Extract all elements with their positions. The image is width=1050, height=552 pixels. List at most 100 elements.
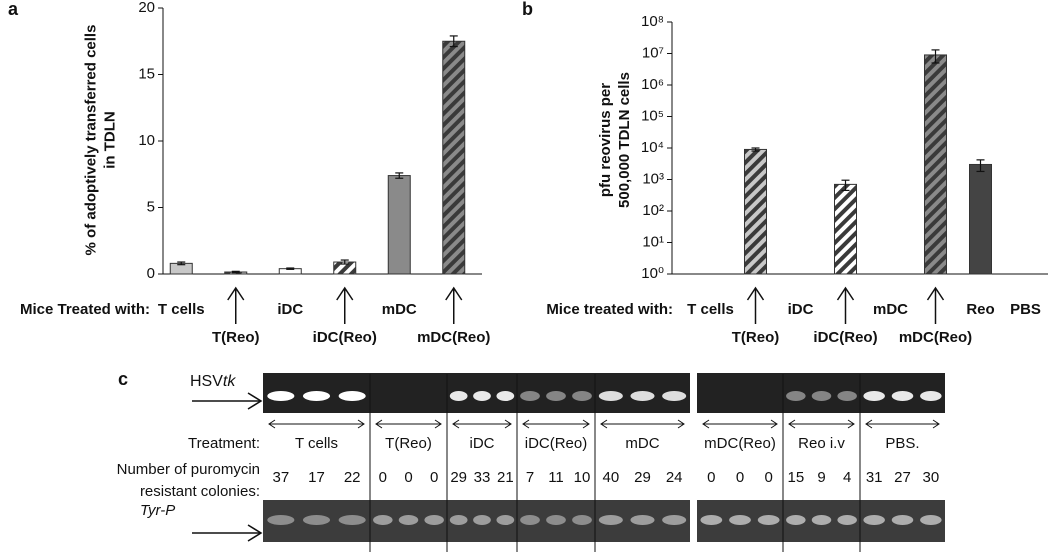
y-tick-label: 20	[138, 0, 155, 16]
gel-band	[496, 515, 515, 525]
gel-band	[267, 391, 295, 401]
gel-band	[863, 391, 885, 401]
error-bar	[177, 261, 186, 266]
y-tick-label: 5	[147, 198, 155, 215]
colony-count: 15	[787, 469, 804, 486]
treatment-name: PBS.	[885, 435, 919, 452]
treatment-span-head	[268, 419, 276, 429]
x-tick-label: PBS	[1010, 301, 1041, 318]
error-bar	[976, 159, 985, 173]
treatment-name: mDC	[625, 435, 659, 452]
colony-count: 22	[344, 469, 361, 486]
gel-band	[863, 515, 885, 525]
marker-arrows	[192, 392, 263, 542]
colony-count: 31	[866, 469, 883, 486]
x-tick-label: iDC	[277, 301, 303, 318]
gel-band	[811, 515, 832, 525]
category-arrow-head	[445, 286, 463, 301]
colony-count: 11	[548, 469, 564, 486]
error-bar	[231, 270, 240, 274]
gel-band	[546, 515, 566, 525]
treatment-span-head	[504, 419, 512, 429]
bar	[387, 175, 411, 275]
gel-band	[302, 515, 331, 525]
panel-letter: b	[522, 0, 533, 19]
y-tick-label: 0	[147, 265, 155, 282]
colony-count: 0	[430, 469, 438, 486]
treatment-span-head	[582, 419, 590, 429]
marker-label: HSVtk	[190, 373, 236, 390]
gel-band	[267, 515, 295, 525]
gel-band	[449, 391, 468, 401]
bar	[744, 148, 767, 275]
gel-band	[572, 391, 592, 401]
gel-band	[473, 515, 491, 525]
x-tick-label: mDC	[382, 301, 417, 318]
y-tick-label: 10⁴	[641, 139, 664, 156]
gel-band	[920, 391, 942, 401]
x-tick-label: Reo	[966, 301, 994, 318]
treatment-span-head	[677, 419, 685, 429]
error-bar	[931, 49, 940, 64]
gel-band	[373, 515, 393, 525]
panel-letter: c	[118, 369, 128, 389]
error-bar	[395, 172, 404, 179]
gel-band	[496, 391, 515, 401]
gel-band	[338, 391, 366, 401]
treatment-name: T cells	[295, 435, 338, 452]
error-bar	[751, 147, 760, 152]
colony-count: 29	[450, 469, 467, 486]
colony-count: 29	[634, 469, 651, 486]
treatment-label: Treatment:	[188, 435, 260, 452]
colony-count: 30	[922, 469, 939, 486]
colony-count: 0	[404, 469, 412, 486]
gel-band	[662, 515, 687, 525]
x-tick-label: T(Reo)	[212, 329, 260, 346]
colony-count: 21	[497, 469, 514, 486]
treatment-span-head	[434, 419, 442, 429]
x-tick-label: iDC	[788, 301, 814, 318]
category-arrow-head	[336, 286, 354, 301]
bar	[442, 40, 466, 275]
error-bar	[340, 259, 349, 265]
category-prefix: Mice Treated with:	[20, 301, 150, 318]
colony-count: 7	[526, 469, 534, 486]
colony-count: 0	[707, 469, 715, 486]
treatment-span-head	[847, 419, 855, 429]
gel-band	[729, 515, 751, 525]
gel-band	[757, 515, 780, 525]
category-prefix: Mice treated with:	[546, 301, 673, 318]
y-axis-label: % of adoptively transferred cells in TDL…	[82, 24, 119, 256]
treatment-name: Reo i.v	[798, 435, 845, 452]
colony-count: 33	[474, 469, 491, 486]
colonies-label: resistant colonies:	[140, 483, 260, 500]
x-tick-label: T(Reo)	[732, 329, 780, 346]
gel-band	[837, 515, 857, 525]
x-tick-label: T cells	[687, 301, 734, 318]
treatment-span-head	[865, 419, 873, 429]
gel-band	[572, 515, 592, 525]
treatment-name: iDC	[470, 435, 495, 452]
colony-count: 10	[574, 469, 591, 486]
treatment-span-head	[770, 419, 778, 429]
treatment-span-head	[932, 419, 940, 429]
y-tick-label: 10⁶	[641, 76, 664, 93]
treatment-span-head	[702, 419, 710, 429]
gel-band	[338, 515, 366, 525]
gel-band	[891, 515, 914, 525]
panel-letter: a	[8, 0, 19, 19]
gel-band	[546, 391, 566, 401]
x-tick-label: iDC(Reo)	[813, 329, 877, 346]
treatment-span-head	[522, 419, 530, 429]
gel-band	[786, 515, 806, 525]
gel-band	[630, 391, 655, 401]
colony-count: 0	[764, 469, 772, 486]
treatment-span-head	[357, 419, 365, 429]
gel-band	[630, 515, 655, 525]
category-arrow-head	[227, 286, 245, 301]
x-tick-label: mDC(Reo)	[899, 329, 972, 346]
colony-count: 40	[602, 469, 619, 486]
y-tick-label: 10¹	[642, 233, 664, 250]
